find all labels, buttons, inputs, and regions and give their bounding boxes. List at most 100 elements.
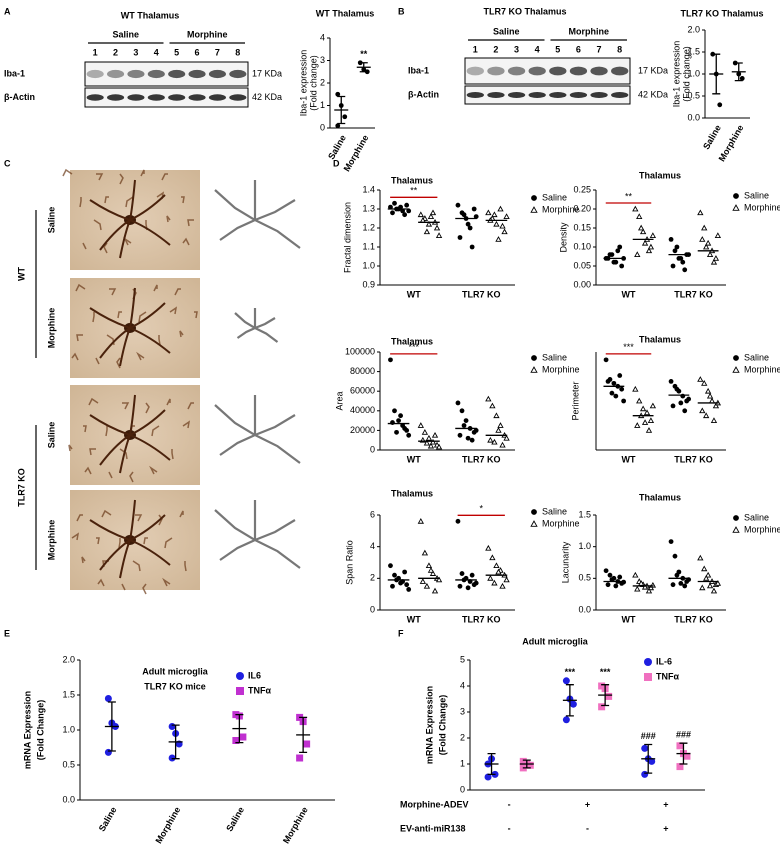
data-point <box>398 580 403 586</box>
y-axis-label: Perimeter <box>570 381 580 420</box>
chart-title: TLR7 KO mice <box>144 681 206 691</box>
data-point <box>603 357 609 363</box>
data-point <box>406 208 412 214</box>
error-bar <box>679 742 688 765</box>
microglia-process <box>129 471 134 483</box>
blot-band <box>168 69 186 79</box>
data-point <box>431 431 439 438</box>
data-point <box>607 572 613 578</box>
microglia-process <box>164 537 173 549</box>
microglia-process <box>96 537 100 545</box>
condition-value: - <box>508 823 511 833</box>
error-bar <box>487 752 496 776</box>
microglia-process <box>194 311 198 319</box>
blot-band <box>229 69 247 79</box>
x-tick-label: Saline <box>97 805 119 833</box>
blot-band <box>507 66 526 76</box>
y-tick-label: 1.3 <box>362 203 375 213</box>
lane-label: 2 <box>113 47 118 57</box>
microglia-branches <box>89 179 171 259</box>
error-bar <box>299 716 308 754</box>
data-point <box>473 214 479 220</box>
data-point <box>674 244 680 250</box>
microglia-process <box>136 351 145 361</box>
y-tick-label: 0 <box>370 604 375 614</box>
error-bar <box>337 95 346 125</box>
data-point <box>388 357 393 363</box>
panel-letter: B <box>398 6 405 16</box>
data-point <box>562 677 570 685</box>
data-point <box>697 554 704 561</box>
data-point <box>427 213 435 219</box>
data-point <box>641 239 649 246</box>
data-point <box>686 396 692 402</box>
legend-marker <box>531 355 537 361</box>
data-point <box>457 583 463 589</box>
data-point <box>641 770 649 778</box>
data-point <box>636 213 643 219</box>
data-point <box>394 429 399 435</box>
data-point <box>619 263 625 269</box>
data-point <box>639 405 647 412</box>
microglia-process <box>119 173 124 185</box>
blot-band <box>590 66 608 76</box>
data-point <box>335 123 341 129</box>
y-axis-label: mRNA Expression <box>22 691 32 769</box>
condition-label: EV-anti-miR138 <box>400 823 466 833</box>
data-point <box>714 580 722 586</box>
x-tick-label: Morphine <box>154 805 183 845</box>
data-point <box>471 206 477 212</box>
error-bar <box>171 724 180 760</box>
blot-band <box>86 69 104 79</box>
legend-label: Saline <box>744 352 769 362</box>
row-label: β-Actin <box>408 89 439 99</box>
legend-label: Saline <box>542 192 567 202</box>
data-point <box>497 422 504 428</box>
data-point <box>638 224 645 231</box>
data-point <box>678 400 684 406</box>
y-tick-label: 1.2 <box>362 222 375 232</box>
blot-band <box>569 66 588 76</box>
microglia-process <box>116 357 121 369</box>
y-tick-label: 4 <box>370 541 375 551</box>
blot-band <box>86 94 104 101</box>
data-point <box>706 392 714 399</box>
microglia-process <box>161 173 168 181</box>
data-point <box>495 568 502 575</box>
data-point <box>457 235 463 240</box>
chart-title: TLR7 KO Thalamus <box>680 8 763 18</box>
microglia-process <box>75 283 86 292</box>
microglia-process <box>82 242 87 250</box>
condition-value: - <box>508 799 511 809</box>
microglia-branches <box>89 499 171 579</box>
blot-band <box>528 91 546 99</box>
microglia-process <box>62 168 73 177</box>
data-point <box>342 114 348 120</box>
y-tick-label: 100000 <box>345 346 375 356</box>
microglia-process <box>179 510 184 518</box>
data-point <box>699 236 706 242</box>
data-point <box>712 255 720 261</box>
y-tick-label: 0.10 <box>573 241 591 251</box>
size-label: 17 KDa <box>252 68 282 78</box>
blot-strip <box>464 85 631 105</box>
genotype-label: TLR7 KO <box>16 468 26 507</box>
microglia-process <box>187 219 194 227</box>
data-point <box>682 408 688 414</box>
data-point <box>647 243 655 250</box>
legend-label: Saline <box>744 512 769 522</box>
data-point <box>429 438 437 445</box>
y-tick-label: 0.20 <box>573 203 591 213</box>
data-point <box>473 428 479 433</box>
legend-label: IL6 <box>248 670 261 680</box>
data-point <box>423 582 431 589</box>
data-point <box>668 237 674 242</box>
error-bar <box>522 759 531 769</box>
y-tick-label: 2 <box>320 77 325 87</box>
blot-band <box>168 94 186 101</box>
y-axis-label: (Fold Change) <box>35 700 45 761</box>
data-point <box>649 402 657 409</box>
microglia-process <box>174 288 181 296</box>
data-point <box>634 251 641 257</box>
significance-label: *** <box>600 667 611 677</box>
